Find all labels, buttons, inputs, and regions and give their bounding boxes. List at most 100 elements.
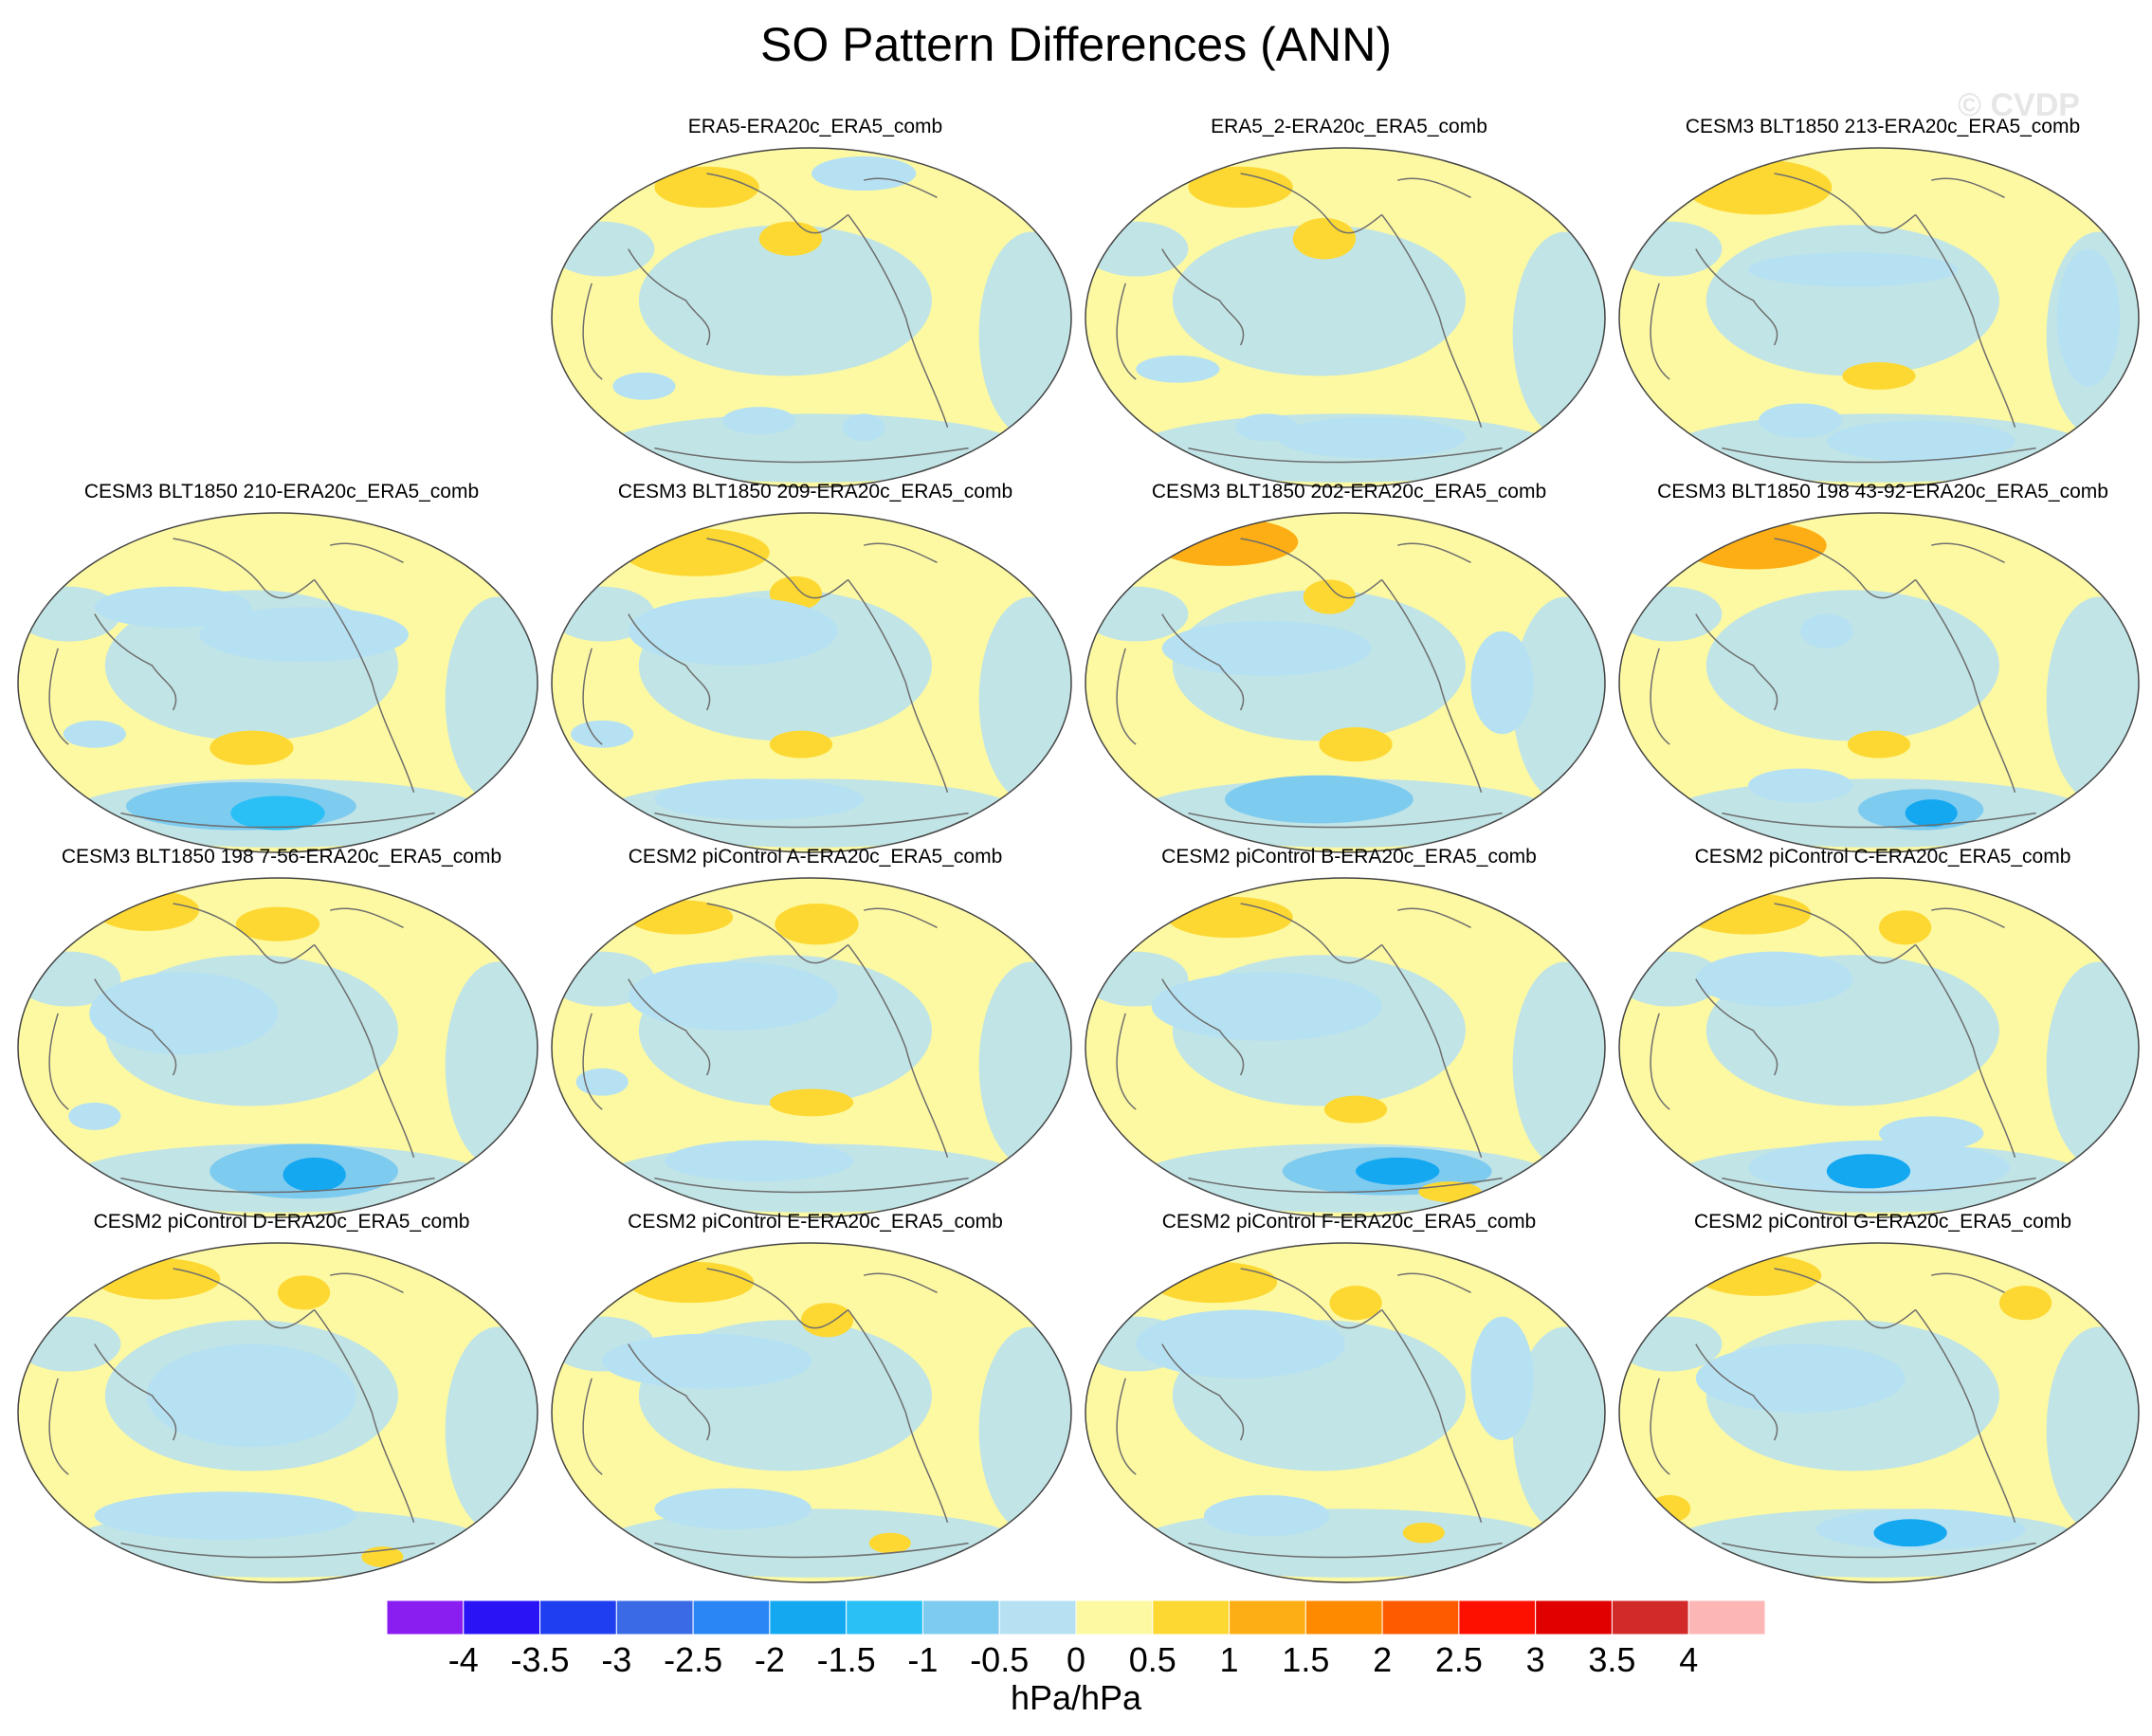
coastline xyxy=(94,613,177,711)
coastline xyxy=(1161,248,1245,346)
map xyxy=(551,512,1072,853)
coastline xyxy=(1695,248,1778,346)
coastline xyxy=(1161,978,1245,1076)
colorbar-swatch xyxy=(1152,1600,1231,1635)
map-border xyxy=(551,877,1072,1218)
panel-title: CESM3 BLT1850 198 43-92-ERA20c_ERA5_comb xyxy=(1657,481,2108,503)
coastline xyxy=(848,1308,949,1524)
colorbar-swatch xyxy=(1687,1600,1765,1635)
coastline xyxy=(848,213,949,429)
coastline xyxy=(1116,648,1137,745)
coastline xyxy=(628,1343,711,1441)
map-border xyxy=(1618,147,2140,488)
map-panel: CESM3 BLT1850 202-ERA20c_ERA5_comb xyxy=(1084,481,1614,853)
anomaly-blob xyxy=(868,1532,911,1554)
anomaly-blob xyxy=(1680,521,1827,570)
anomaly-blob xyxy=(654,778,865,820)
coastline xyxy=(582,648,603,745)
negative-anomaly-region xyxy=(602,413,1021,483)
anomaly-blob xyxy=(1695,1343,1906,1413)
anomaly-blob xyxy=(1685,893,1812,935)
map-panel: CESM2 piControl G-ERA20c_ERA5_comb xyxy=(1617,1211,2148,1583)
coastline xyxy=(1188,812,1503,829)
coastline xyxy=(1774,173,1917,234)
anomaly-blob xyxy=(1470,630,1534,735)
colorbar xyxy=(387,1600,1765,1635)
anomaly-blob xyxy=(628,1261,755,1304)
negative-anomaly-region xyxy=(1705,590,1999,741)
coastline xyxy=(120,1177,435,1194)
coastline xyxy=(864,177,938,198)
colorbar-tick-label: 3 xyxy=(1525,1640,1545,1679)
coastline xyxy=(654,1542,969,1559)
anomaly-blob xyxy=(1879,1116,1984,1151)
map-panel: CESM3 BLT1850 198 7-56-ERA20c_ERA5_comb xyxy=(16,846,547,1218)
coastline xyxy=(1397,907,1471,928)
panel-title: CESM3 BLT1850 210-ERA20c_ERA5_comb xyxy=(83,481,480,503)
coastline xyxy=(1381,1308,1483,1524)
anomaly-blob xyxy=(2056,248,2120,387)
map-panel: ERA5_2-ERA20c_ERA5_comb xyxy=(1084,116,1614,488)
negative-anomaly-region xyxy=(552,221,655,277)
coastline xyxy=(1161,1343,1245,1441)
anomaly-blob xyxy=(769,730,833,758)
coastline xyxy=(1240,173,1383,234)
anomaly-blob xyxy=(800,1303,854,1338)
negative-anomaly-region xyxy=(1619,1316,1723,1372)
negative-anomaly-region xyxy=(1136,1508,1555,1578)
anomaly-blob xyxy=(1826,420,2015,463)
coastline xyxy=(94,978,177,1076)
coastline xyxy=(1915,578,2016,794)
colorbar-swatch xyxy=(692,1600,771,1635)
panel-title: CESM3 BLT1850 213-ERA20c_ERA5_comb xyxy=(1685,116,2081,137)
map xyxy=(1618,147,2140,488)
colorbar-tick-label: 0.5 xyxy=(1128,1640,1176,1679)
coastline xyxy=(94,1343,177,1441)
colorbar-units: hPa/hPa xyxy=(1010,1678,1142,1717)
colorbar-tick-label: -2 xyxy=(754,1640,785,1679)
anomaly-blob xyxy=(612,372,676,400)
colorbar-swatch xyxy=(1535,1600,1613,1635)
anomaly-blob xyxy=(147,1343,356,1448)
anomaly-blob xyxy=(1826,1154,1911,1189)
colorbar-tick-label: -4 xyxy=(447,1640,479,1679)
anomaly-blob xyxy=(1167,896,1293,939)
negative-anomaly-region xyxy=(1619,221,1723,277)
watermark: © CVDP xyxy=(1958,87,2080,123)
anomaly-blob xyxy=(628,596,838,666)
map-border xyxy=(551,147,1072,488)
anomaly-blob xyxy=(575,1068,629,1096)
coastline xyxy=(1397,1272,1471,1293)
map xyxy=(551,147,1072,488)
colorbar-tick-label: 0 xyxy=(1066,1640,1086,1679)
anomaly-blob xyxy=(769,1088,854,1117)
colorbar-swatch xyxy=(1458,1600,1537,1635)
anomaly-blob xyxy=(1161,620,1372,676)
map-border xyxy=(17,512,538,853)
negative-anomaly-region xyxy=(1705,225,1999,376)
anomaly-blob xyxy=(1873,1519,1947,1547)
anomaly-blob xyxy=(63,720,126,748)
coastline xyxy=(1722,1542,2036,1559)
coastline xyxy=(706,173,849,234)
coastline xyxy=(1650,648,1670,745)
coastline xyxy=(173,903,316,964)
figure-title: SO Pattern Differences (ANN) xyxy=(760,18,1392,71)
map-panel: CESM3 BLT1850 198 43-92-ERA20c_ERA5_comb xyxy=(1617,481,2148,853)
coastline xyxy=(706,1268,849,1329)
coastline xyxy=(1915,213,2016,429)
map-border xyxy=(1085,1242,1606,1583)
anomaly-blob xyxy=(230,795,325,831)
panel-title: CESM3 BLT1850 202-ERA20c_ERA5_comb xyxy=(1151,481,1547,503)
anomaly-blob xyxy=(1151,518,1299,566)
coastline xyxy=(864,907,938,928)
map xyxy=(17,877,538,1218)
anomaly-blob xyxy=(1998,1286,2052,1321)
anomaly-blob xyxy=(812,155,917,192)
map-panel: CESM2 piControl F-ERA20c_ERA5_comb xyxy=(1084,1211,1614,1583)
coastline xyxy=(1161,613,1245,711)
anomaly-blob xyxy=(654,166,759,209)
map-border xyxy=(1085,877,1606,1218)
anomaly-blob xyxy=(1151,972,1382,1041)
map xyxy=(1085,512,1606,853)
